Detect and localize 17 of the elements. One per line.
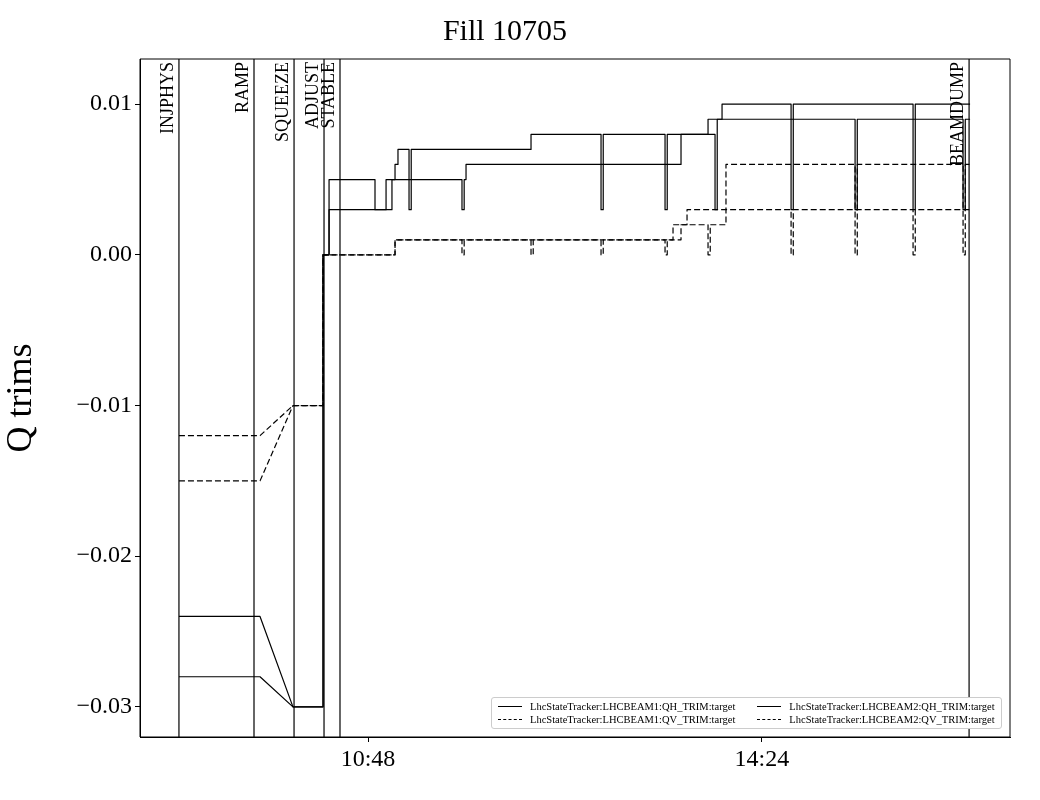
legend-label: LhcStateTracker:LHCBEAM1:QH_TRIM:target — [530, 701, 736, 712]
y-tick-label: 0.01 — [90, 89, 132, 116]
y-tick-label: 0.00 — [90, 240, 132, 267]
legend-label: LhcStateTracker:LHCBEAM2:QH_TRIM:target — [789, 701, 995, 712]
y-tick-label: −0.03 — [76, 692, 132, 719]
y-tick-label: −0.01 — [76, 390, 132, 417]
ref-line-label: INJPHYS — [156, 62, 177, 135]
x-tick-label: 10:48 — [340, 744, 396, 771]
legend-label: LhcStateTracker:LHCBEAM1:QV_TRIM:target — [530, 714, 736, 725]
y-axis-title: Q trims — [0, 343, 40, 453]
ref-line-label: SQUEEZE — [271, 62, 292, 142]
chart-title: Fill 10705 — [442, 12, 568, 46]
y-tick-label: −0.02 — [76, 541, 132, 568]
ref-line-label: RAMP — [231, 62, 252, 114]
x-tick-label: 14:24 — [734, 744, 790, 771]
legend-label: LhcStateTracker:LHCBEAM2:QV_TRIM:target — [789, 714, 995, 725]
ref-line-label: BEAMDUMP — [946, 62, 967, 167]
